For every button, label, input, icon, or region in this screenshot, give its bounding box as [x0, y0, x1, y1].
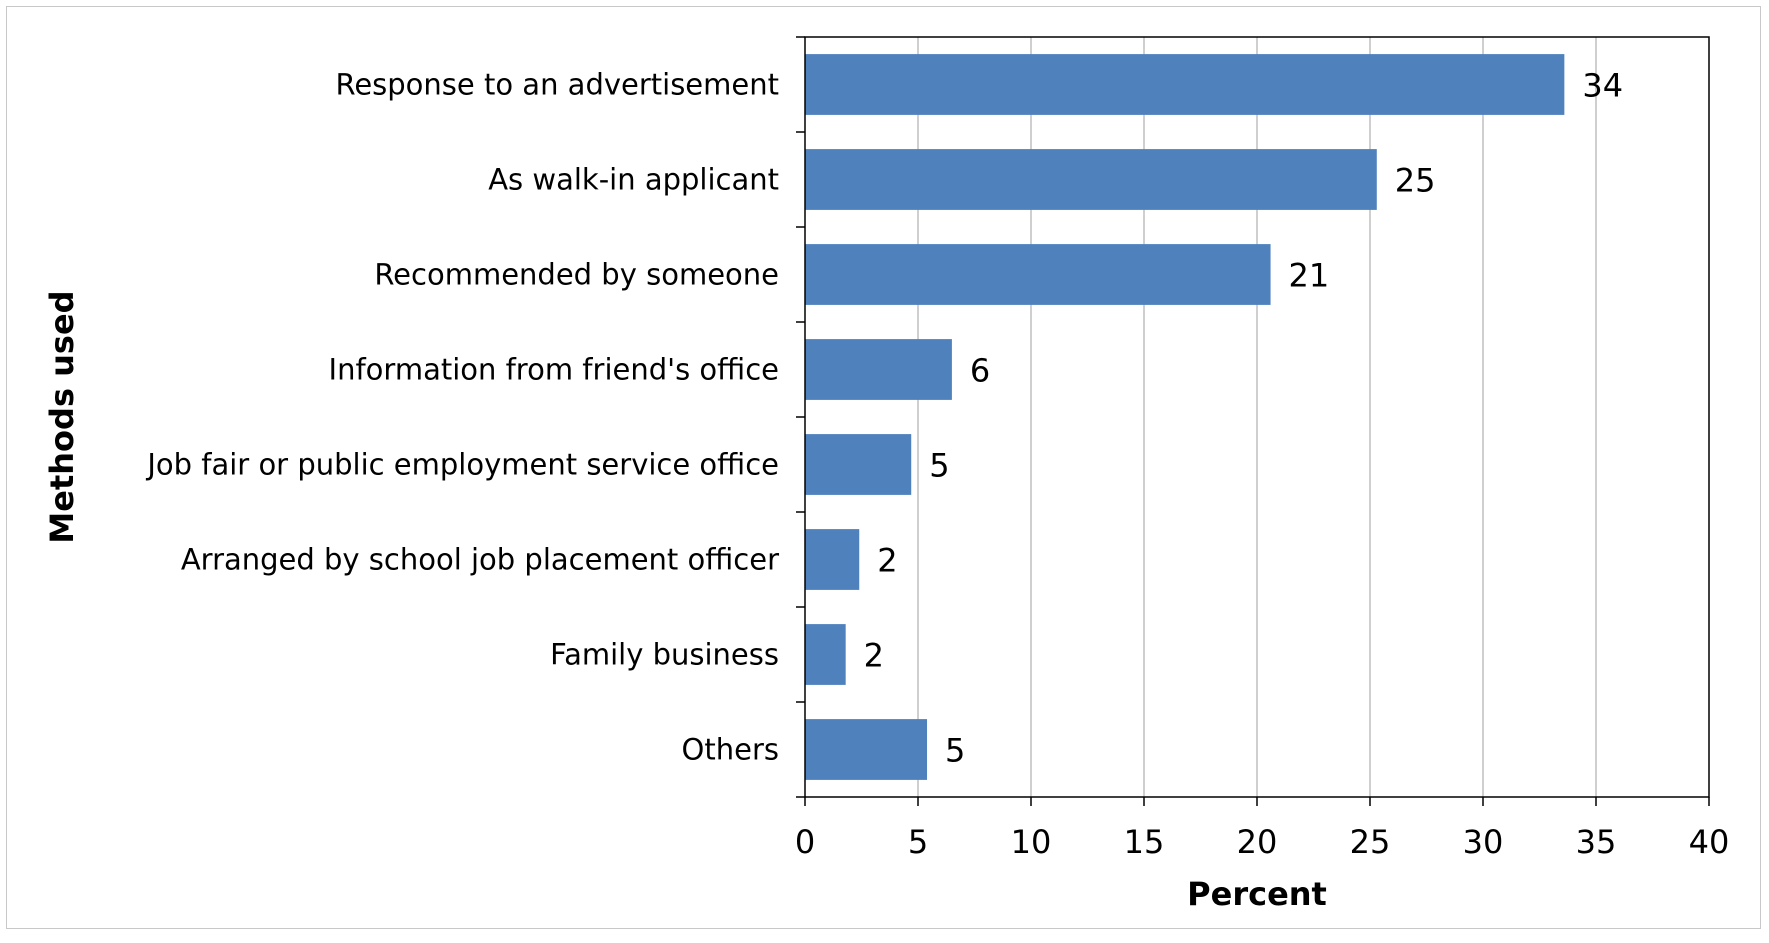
bar: [805, 434, 912, 495]
bar-chart: Response to an advertisement As walk-in a…: [43, 36, 1730, 913]
category-label: Family business: [550, 638, 779, 672]
x-tick-labels: 0 5 10 15 20 25 30 35 40: [795, 823, 1730, 861]
y-axis-title: Methods used: [43, 290, 81, 543]
category-label: Response to an advertisement: [335, 68, 779, 102]
x-axis-ticks: [804, 797, 1710, 806]
data-label: 21: [1289, 257, 1330, 295]
bar: [805, 529, 860, 590]
data-label: 5: [945, 732, 965, 770]
bar: [805, 624, 846, 685]
data-label: 5: [929, 447, 949, 485]
x-tick-label: 30: [1463, 823, 1504, 861]
x-tick-label: 20: [1237, 823, 1278, 861]
x-tick-label: 15: [1124, 823, 1165, 861]
category-label: Recommended by someone: [374, 258, 779, 292]
data-label: 6: [970, 352, 990, 390]
category-label: Job fair or public employment service of…: [145, 448, 779, 482]
category-label: Others: [682, 733, 779, 767]
data-label: 2: [864, 637, 884, 675]
bar: [805, 244, 1271, 305]
bars: [805, 54, 1565, 780]
category-label: Information from friend's office: [329, 353, 779, 387]
category-label: Arranged by school job placement officer: [181, 543, 779, 577]
category-label: As walk-in applicant: [488, 163, 779, 197]
data-label: 34: [1582, 67, 1623, 105]
x-axis-title: Percent: [1187, 875, 1327, 913]
x-tick-label: 40: [1689, 823, 1730, 861]
x-tick-label: 5: [908, 823, 928, 861]
data-label: 25: [1395, 162, 1436, 200]
x-tick-label: 0: [795, 823, 815, 861]
bar: [805, 719, 928, 780]
chart-frame: Response to an advertisement As walk-in a…: [6, 6, 1761, 929]
x-tick-label: 35: [1576, 823, 1617, 861]
bar: [805, 54, 1565, 115]
y-axis-ticks: [796, 36, 805, 798]
bar: [805, 339, 952, 400]
category-labels: Response to an advertisement As walk-in a…: [145, 68, 779, 767]
bar: [805, 149, 1377, 210]
x-tick-label: 25: [1350, 823, 1391, 861]
x-tick-label: 10: [1011, 823, 1052, 861]
data-label: 2: [877, 542, 897, 580]
